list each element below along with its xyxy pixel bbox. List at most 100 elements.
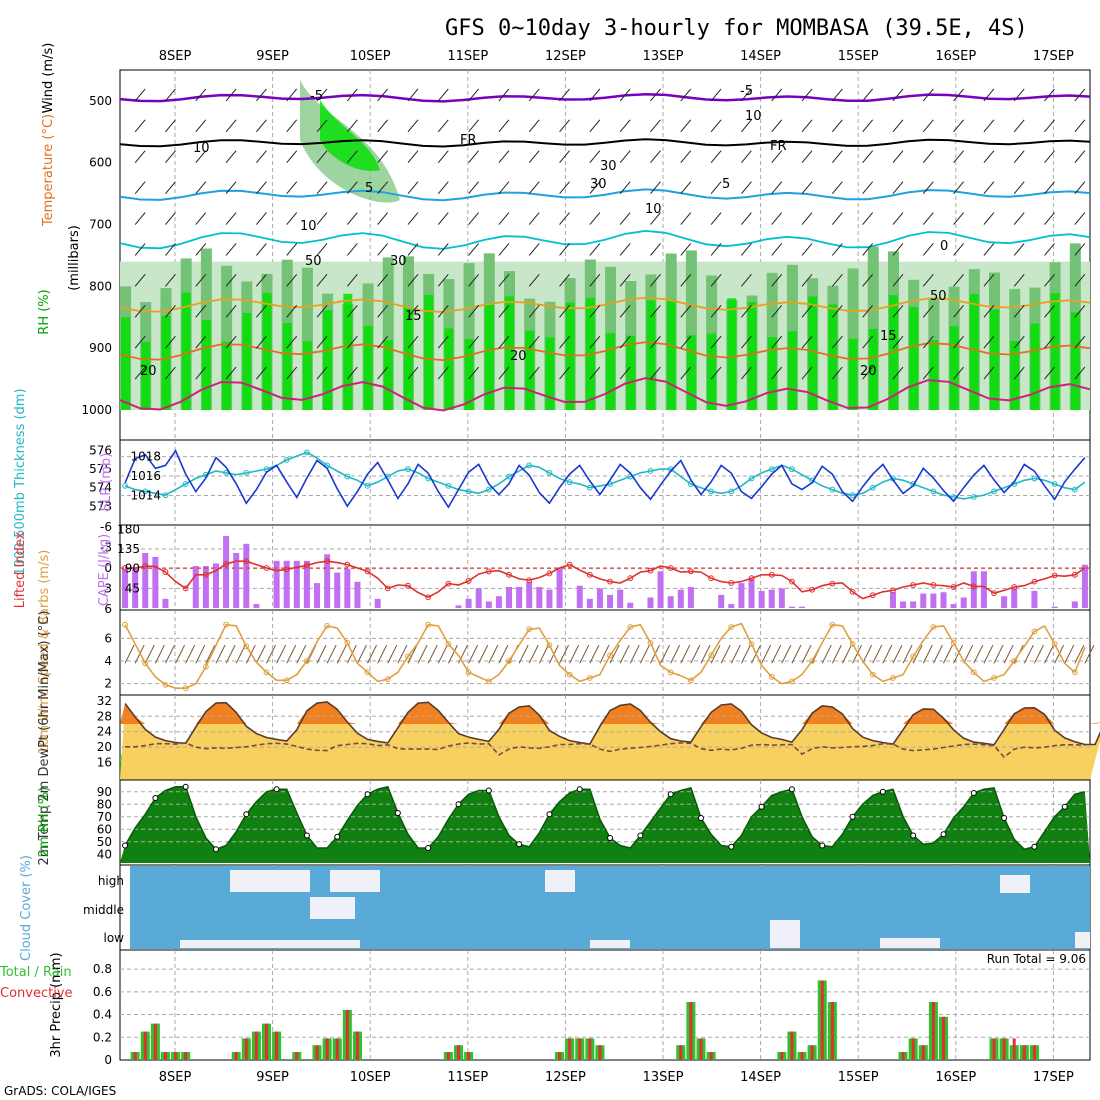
cape-bar (283, 560, 290, 608)
lifted-index-line-point (263, 565, 270, 571)
wind-barb (316, 212, 328, 225)
y-tick-label: 0.6 (93, 985, 112, 999)
contour-label: 30 (600, 159, 617, 174)
wind-barb (953, 304, 964, 318)
precip-convective-bar (467, 1052, 471, 1060)
wind-barb (225, 150, 237, 164)
wind-barb (892, 304, 904, 318)
wind-barb (437, 304, 449, 318)
wind-barb-10m (690, 644, 701, 664)
wind-barb (983, 88, 995, 102)
cape-bar (142, 552, 149, 608)
lifted-index-line-point (202, 571, 209, 578)
cape-bar (233, 552, 240, 608)
slp-thickness-panel: 573 574 575 576 1014 1016 1018 1000-500mb Thick… (13, 388, 1091, 576)
wind-barb (619, 304, 631, 318)
lifted-index-line-point (364, 568, 371, 575)
wind-barb (286, 181, 298, 194)
lifted-index-line-point (667, 565, 674, 571)
wind-barb (316, 304, 328, 318)
precip-convective-bar (325, 1038, 329, 1060)
wind-barb (437, 274, 449, 287)
wind-barb (771, 304, 783, 318)
wind-barb (771, 150, 783, 164)
wind-barb (346, 335, 358, 349)
wind-barb (983, 335, 995, 349)
wind-barb (1044, 366, 1055, 380)
wind-barb-10m (1023, 644, 1034, 664)
y-tick-label: 6 (104, 602, 112, 616)
wind-barb (771, 119, 783, 133)
wind-barb-10m (963, 644, 974, 664)
precip-convective-bar (830, 1002, 834, 1060)
wind-speed-line-point (789, 678, 795, 685)
wind-barb (862, 119, 874, 133)
rh-point (758, 803, 765, 810)
bottom-date-axis: 8SEP 9SEP 10SEP 11SEP 12SEP 13SEP 14SEP 15SEP 16… (159, 1070, 1074, 1085)
wind-barb (134, 274, 146, 287)
wind-barb-10m (710, 644, 721, 664)
rh-point (607, 835, 614, 841)
wind-barb-10m (1033, 644, 1044, 664)
y-tick-label: 135 (117, 542, 140, 556)
cape-bar (122, 568, 129, 608)
lifted-index-line-point (405, 582, 411, 589)
wind-barb (680, 150, 692, 164)
lifted-index-line-point (142, 563, 149, 569)
wind-speed-line-point (465, 669, 472, 676)
wind-speed-line-point (768, 673, 775, 680)
lifted-index-line-point (344, 561, 351, 568)
wind-barb (346, 212, 358, 225)
precip-convective-bar (800, 1052, 804, 1060)
wind-barb (619, 366, 631, 380)
thickness-line-point (283, 456, 290, 463)
cape-bar (546, 589, 553, 608)
wind-barb (559, 88, 570, 102)
wind-barb (286, 243, 298, 256)
rh-shading-high (464, 339, 474, 410)
temp-area-fill (120, 702, 1100, 780)
wind-barb (225, 366, 237, 380)
thickness-line-point (1031, 475, 1038, 482)
thickness-line-point (789, 466, 795, 473)
wind-barb (801, 366, 813, 380)
wind-barb (680, 304, 692, 318)
lifted-index-line-point (1011, 584, 1018, 590)
date-label-bottom: 8SEP (159, 1070, 192, 1085)
wind-barb (225, 212, 237, 225)
wind-barb (922, 212, 934, 225)
wind-barb (892, 335, 904, 349)
wind-barb (528, 181, 540, 194)
wind-barb (134, 243, 146, 256)
precip-convective-bar (143, 1031, 147, 1060)
wind-barb (407, 304, 419, 318)
lifted-index-line-point (1031, 578, 1038, 585)
wind-barb (468, 212, 479, 225)
wind-barb (498, 119, 510, 133)
wind10m-axis-label: 10m Wind Speed & Barbs (m/s) (37, 550, 52, 755)
contour-label: 10 (745, 109, 762, 124)
wind-barb (286, 304, 298, 318)
wind-barb-10m (316, 644, 327, 664)
cape-bar (223, 535, 230, 608)
wind-barb (862, 304, 874, 318)
wind-barb (256, 150, 267, 164)
lifted-index-line-point (162, 569, 169, 575)
cape-bar (475, 588, 482, 608)
precip-convective-bar (355, 1031, 359, 1060)
cape-bar (758, 590, 765, 608)
wind-barb-10m (165, 644, 175, 664)
precip-convective-bar (689, 1002, 693, 1060)
rh-point (637, 832, 644, 839)
rh-shading-high (808, 296, 818, 410)
y-tick-label: low (104, 931, 125, 945)
lifted-index-axis-label: Lifted Index (13, 531, 28, 608)
rh-point (303, 832, 310, 839)
rh-shading-high (787, 331, 797, 410)
precip-convective-bar (254, 1031, 258, 1060)
wind-barb (437, 243, 449, 256)
wind-speed-line-point (122, 621, 128, 628)
wind-barb (528, 212, 540, 225)
wind-barb (437, 366, 449, 380)
wind-speed-line-point (728, 624, 735, 630)
